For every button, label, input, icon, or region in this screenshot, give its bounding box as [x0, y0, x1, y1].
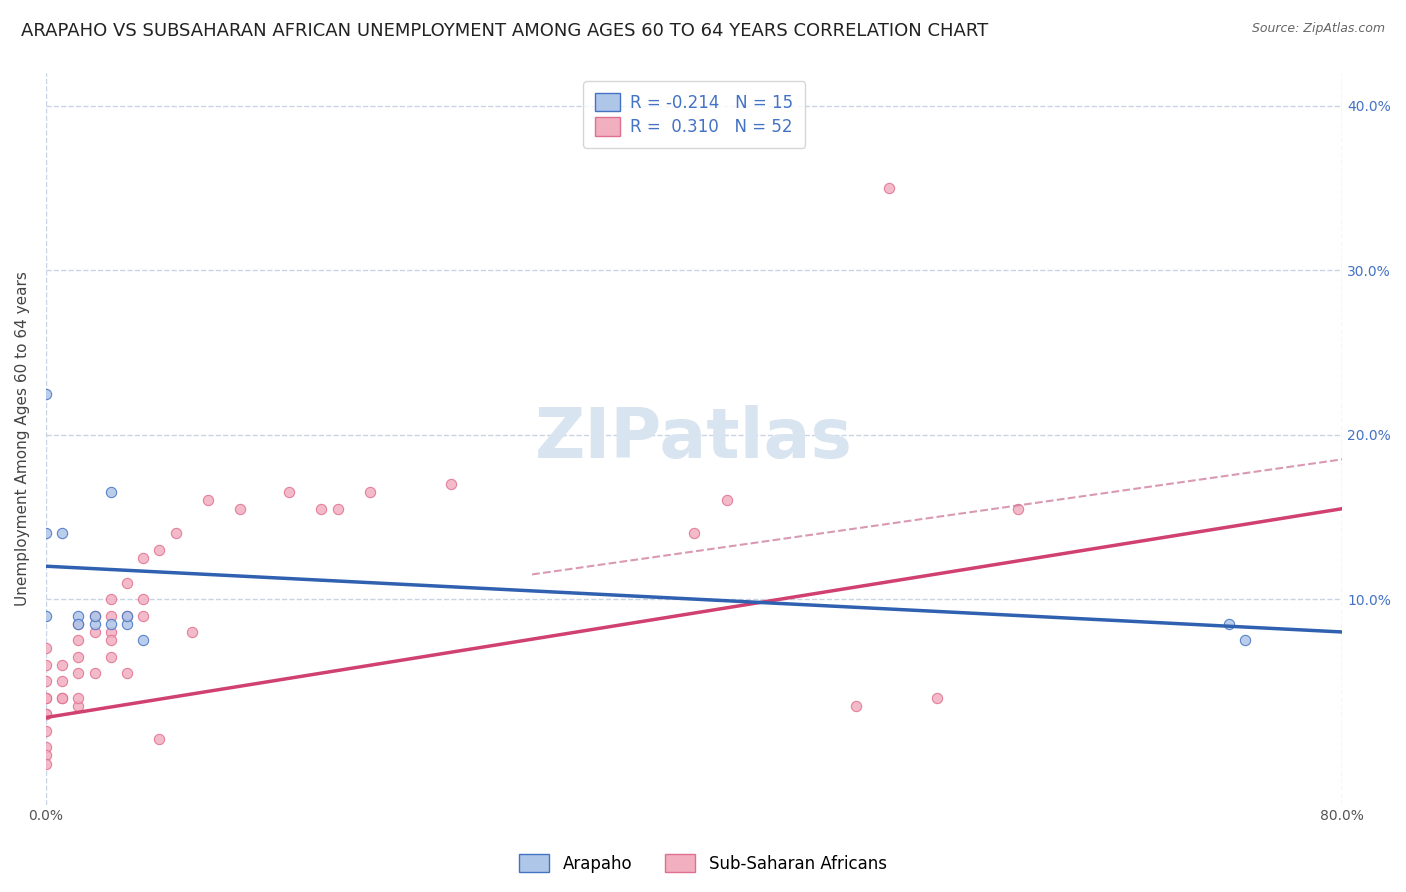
Point — [35, 690, 58, 705]
Point — [115, 608, 138, 623]
Point — [1234, 633, 1257, 648]
Point — [100, 608, 122, 623]
Y-axis label: Unemployment Among Ages 60 to 64 years: Unemployment Among Ages 60 to 64 years — [15, 271, 30, 607]
Text: ARAPAHO VS SUBSAHARAN AFRICAN UNEMPLOYMENT AMONG AGES 60 TO 64 YEARS CORRELATION: ARAPAHO VS SUBSAHARAN AFRICAN UNEMPLOYME… — [21, 22, 988, 40]
Point — [35, 608, 58, 623]
Point — [35, 526, 58, 541]
Point — [35, 674, 58, 689]
Point — [35, 756, 58, 771]
Point — [35, 707, 58, 722]
Point — [165, 526, 187, 541]
Point — [100, 485, 122, 500]
Point — [67, 649, 90, 664]
Point — [67, 690, 90, 705]
Point — [115, 616, 138, 631]
Point — [100, 649, 122, 664]
Point — [115, 608, 138, 623]
Point — [100, 633, 122, 648]
Point — [51, 690, 73, 705]
Point — [67, 633, 90, 648]
Point — [180, 625, 202, 640]
Point — [683, 526, 706, 541]
Legend: Arapaho, Sub-Saharan Africans: Arapaho, Sub-Saharan Africans — [513, 847, 893, 880]
Point — [35, 707, 58, 722]
Point — [83, 608, 105, 623]
Point — [132, 592, 155, 607]
Point — [83, 625, 105, 640]
Point — [83, 666, 105, 681]
Point — [67, 616, 90, 631]
Point — [35, 740, 58, 755]
Text: ZIPatlas: ZIPatlas — [536, 405, 853, 472]
Point — [51, 526, 73, 541]
Point — [132, 633, 155, 648]
Point — [51, 690, 73, 705]
Point — [278, 485, 301, 500]
Point — [35, 690, 58, 705]
Point — [100, 592, 122, 607]
Point — [132, 551, 155, 566]
Point — [100, 616, 122, 631]
Point — [35, 748, 58, 763]
Point — [148, 731, 170, 746]
Point — [51, 657, 73, 672]
Point — [35, 641, 58, 656]
Point — [67, 666, 90, 681]
Point — [148, 542, 170, 557]
Point — [51, 674, 73, 689]
Text: Source: ZipAtlas.com: Source: ZipAtlas.com — [1251, 22, 1385, 36]
Point — [1007, 501, 1029, 516]
Point — [845, 698, 868, 713]
Point — [67, 698, 90, 713]
Point — [67, 608, 90, 623]
Point — [115, 666, 138, 681]
Point — [311, 501, 333, 516]
Point — [132, 608, 155, 623]
Point — [1218, 616, 1240, 631]
Point — [197, 493, 219, 508]
Point — [83, 616, 105, 631]
Point — [83, 608, 105, 623]
Legend: R = -0.214   N = 15, R =  0.310   N = 52: R = -0.214 N = 15, R = 0.310 N = 52 — [583, 81, 804, 148]
Point — [229, 501, 252, 516]
Point — [877, 181, 900, 195]
Point — [100, 625, 122, 640]
Point — [67, 616, 90, 631]
Point — [35, 723, 58, 738]
Point — [35, 657, 58, 672]
Point — [716, 493, 738, 508]
Point — [359, 485, 381, 500]
Point — [326, 501, 349, 516]
Point — [440, 477, 463, 491]
Point — [115, 575, 138, 590]
Point — [927, 690, 949, 705]
Point — [35, 386, 58, 401]
